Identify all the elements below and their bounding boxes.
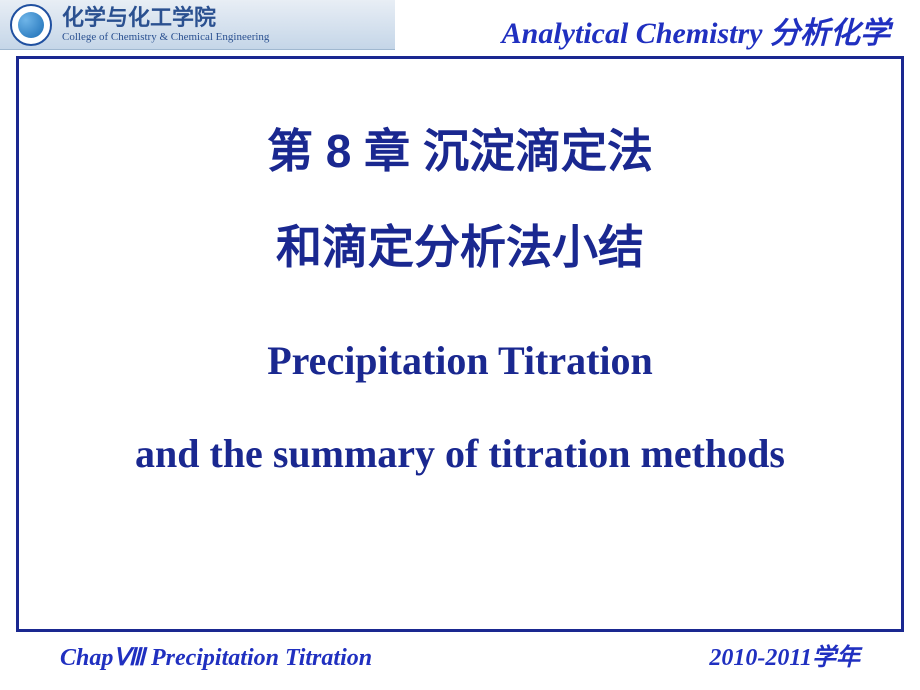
footer-year-num: 2010-2011 [709,645,812,671]
footer-year-cn: 学年 [812,645,860,671]
university-logo [10,4,52,46]
school-name-en: College of Chemistry & Chemical Engineer… [62,31,269,43]
footer-year: 2010-2011学年 [709,637,860,672]
school-name-cn: 化学与化工学院 [62,6,269,30]
header-title: Analytical Chemistry 分析化学 [502,8,890,52]
footer-chapter: ChapⅧ Precipitation Titration [60,643,372,672]
chapter-title-cn-line2: 和滴定分析法小结 [276,211,644,277]
school-name: 化学与化工学院 College of Chemistry & Chemical … [62,6,269,42]
main-content: 第 8 章 沉淀滴定法 和滴定分析法小结 Precipitation Titra… [19,59,901,629]
chapter-title-en-line1: Precipitation Titration [267,337,653,384]
chapter-title-en-line2: and the summary of titration methods [135,430,785,477]
header-bar: 化学与化工学院 College of Chemistry & Chemical … [0,0,395,50]
main-content-border: 第 8 章 沉淀滴定法 和滴定分析法小结 Precipitation Titra… [16,56,904,632]
chapter-title-cn-line1: 第 8 章 沉淀滴定法 [267,115,653,181]
header-title-en: Analytical Chemistry [502,17,763,50]
header-title-cn: 分析化学 [770,17,890,50]
